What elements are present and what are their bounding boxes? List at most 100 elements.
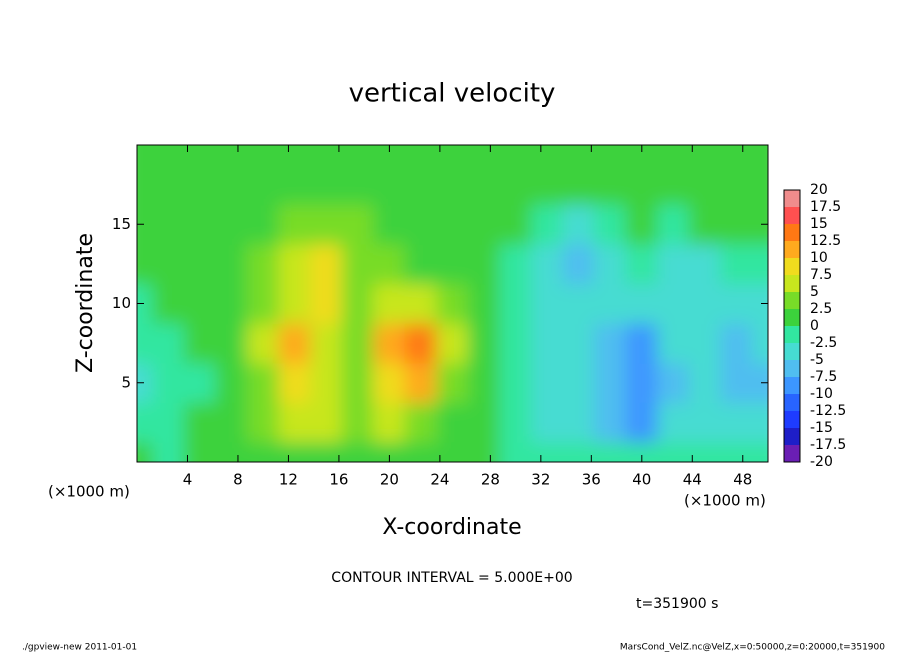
field-cell <box>246 164 280 205</box>
field-cell <box>215 362 248 404</box>
colorbar-swatch <box>784 258 800 275</box>
field-cell <box>183 441 217 462</box>
field-cell <box>404 145 438 166</box>
field-cell <box>436 402 469 443</box>
field-cell <box>625 243 659 285</box>
field-cell <box>183 243 217 285</box>
field-cell <box>562 322 595 364</box>
field-cell <box>341 322 375 364</box>
colorbar-label: -17.5 <box>810 437 846 453</box>
field-cell <box>436 203 469 245</box>
colorbar-label: -7.5 <box>810 369 837 385</box>
field-cell <box>751 441 768 462</box>
field-cell <box>562 145 595 166</box>
x-tick-label: 44 <box>683 471 702 489</box>
field-cell <box>467 283 501 324</box>
field-cell <box>499 441 532 462</box>
field-cell <box>246 362 280 404</box>
field-cell <box>688 243 722 285</box>
field-cell <box>467 322 501 364</box>
colorbar-label: 5 <box>810 284 819 300</box>
field-cell <box>720 283 753 324</box>
field-cell <box>183 145 217 166</box>
field-cell <box>436 362 469 404</box>
field-cell <box>688 441 722 462</box>
field-cell <box>499 145 532 166</box>
y-tick-label: 15 <box>112 215 131 233</box>
x-tick-label: 16 <box>329 471 348 489</box>
colorbar-swatch <box>784 394 800 411</box>
field-cell <box>310 243 343 285</box>
x-tick-label: 4 <box>183 471 193 489</box>
field-cell <box>404 164 438 205</box>
field-cell <box>562 362 595 404</box>
field-cell <box>215 145 248 166</box>
field-cell <box>278 441 312 462</box>
field-cell <box>246 322 280 364</box>
field-cell <box>499 362 532 404</box>
field-cell <box>625 402 659 443</box>
field-cell <box>688 145 722 166</box>
field-cell <box>137 441 154 462</box>
field-cell <box>530 243 564 285</box>
field-cell <box>404 441 438 462</box>
field-cell <box>593 203 627 245</box>
field-cell <box>373 283 406 324</box>
field-cell <box>373 145 406 166</box>
y-axis-title: Z-coordinate <box>73 233 98 373</box>
field-cell <box>404 283 438 324</box>
field-cell <box>467 145 501 166</box>
field-cell <box>152 283 185 324</box>
colorbar-swatch <box>784 309 800 326</box>
field-cell <box>341 402 375 443</box>
colorbar-label: -10 <box>810 386 833 402</box>
field-cell <box>657 203 690 245</box>
field-cell <box>467 203 501 245</box>
colorbar-swatch <box>784 326 800 343</box>
field-cell <box>341 283 375 324</box>
field-cell <box>436 164 469 205</box>
field-cell <box>467 243 501 285</box>
field-cell <box>341 145 375 166</box>
time-label: t=351900 s <box>636 596 718 612</box>
field-cell <box>499 164 532 205</box>
field-cell <box>499 203 532 245</box>
field-cell <box>562 283 595 324</box>
field-cell <box>625 441 659 462</box>
field-cell <box>152 243 185 285</box>
field-cell <box>137 362 154 404</box>
colorbar-label: 2.5 <box>810 301 832 317</box>
field-cell <box>657 362 690 404</box>
field-cell <box>137 322 154 364</box>
field-cell <box>467 441 501 462</box>
field-cell <box>751 402 768 443</box>
field-cell <box>215 283 248 324</box>
field-cell <box>215 441 248 462</box>
field-cell <box>310 145 343 166</box>
annotation: CONTOUR INTERVAL = 5.000E+00 <box>331 570 572 586</box>
colorbar-label: 12.5 <box>810 233 841 249</box>
field-cell <box>436 283 469 324</box>
field-cell <box>657 164 690 205</box>
field-cell <box>137 283 154 324</box>
colorbar-swatch <box>784 241 800 258</box>
field-cell <box>183 203 217 245</box>
field-cell <box>215 164 248 205</box>
field-cell <box>373 441 406 462</box>
field-cell <box>751 362 768 404</box>
field-cell <box>593 243 627 285</box>
field-cell <box>373 362 406 404</box>
field-cell <box>530 203 564 245</box>
colorbar-swatch <box>784 275 800 292</box>
field-cell <box>404 203 438 245</box>
field-cell <box>436 441 469 462</box>
field-cell <box>720 243 753 285</box>
field-cell <box>688 203 722 245</box>
field-cell <box>467 402 501 443</box>
field-cell <box>137 402 154 443</box>
field-cell <box>657 243 690 285</box>
colorbar-label: -12.5 <box>810 403 846 419</box>
field-cell <box>625 322 659 364</box>
field-cell <box>657 402 690 443</box>
